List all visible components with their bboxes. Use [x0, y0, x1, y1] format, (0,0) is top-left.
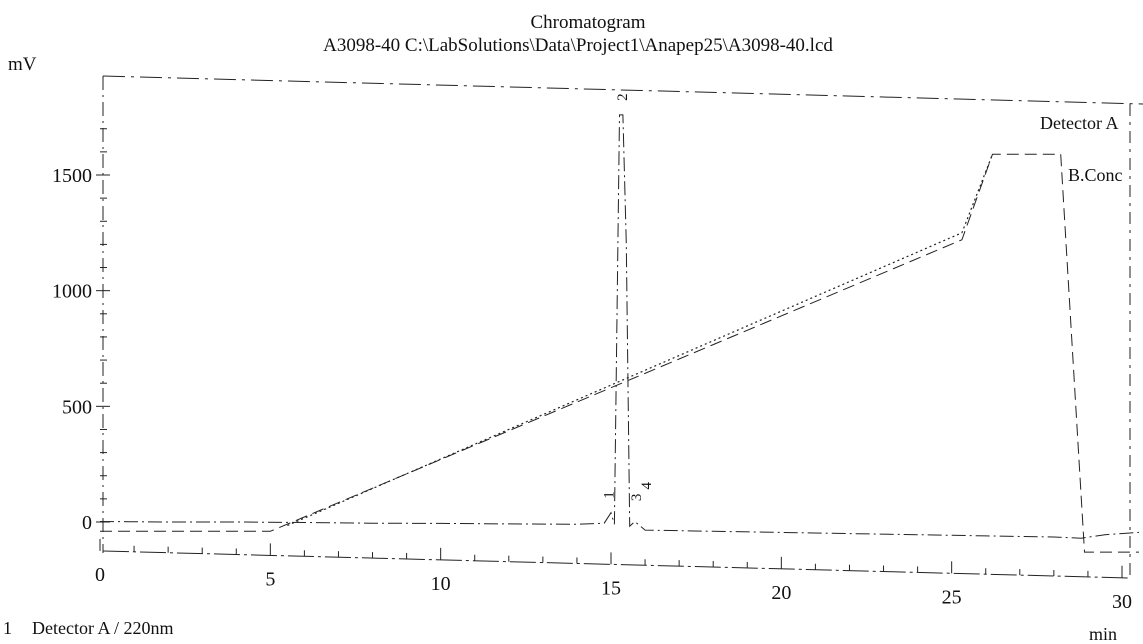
x-tick-label-30: 30: [1112, 591, 1132, 613]
chart-title: Chromatogram: [530, 12, 645, 33]
series-label-detector-a: Detector A: [1040, 113, 1118, 133]
peak-labels: 1 2 3 4: [602, 93, 655, 501]
axes-layer: 0 5 10 15 20 25 30 0 500 1000 1500: [52, 128, 1132, 613]
x-tick-label-15: 15: [601, 577, 621, 599]
y-tick-label-1500: 1500: [52, 165, 92, 187]
y-tick-label-500: 500: [62, 396, 92, 418]
x-axis-label: min: [1089, 624, 1117, 644]
x-tick-label-10: 10: [431, 573, 451, 595]
frame-bottom: [102, 550, 1131, 579]
chart-subtitle: A3098-40 C:\LabSolutions\Data\Project1\A…: [323, 35, 833, 56]
y-axis-label: mV: [8, 54, 37, 75]
series-label-bconc: B.Conc: [1068, 165, 1123, 185]
peak-label-1: 1: [602, 491, 618, 499]
series-line-b-conc: [100, 153, 1139, 553]
x-tick-label-5: 5: [265, 568, 275, 590]
plot-frame: [102, 75, 1143, 579]
y-tick-label-1000: 1000: [52, 281, 92, 303]
footer-number: 1: [3, 618, 12, 638]
peak-label-4: 4: [639, 481, 655, 489]
peak-label-3: 3: [629, 494, 645, 502]
frame-top: [102, 75, 1143, 105]
x-tick-label-25: 25: [942, 586, 962, 608]
series-line-gradient: [287, 153, 994, 527]
x-tick-label-0: 0: [95, 564, 105, 586]
x-tick-label-20: 20: [771, 582, 791, 604]
series-layer: [99, 114, 1140, 553]
peak-label-2: 2: [615, 93, 631, 101]
footer-detector-text: Detector A / 220nm: [32, 618, 173, 638]
y-tick-label-0: 0: [82, 512, 92, 534]
series-line-detector-a: [99, 114, 1140, 539]
